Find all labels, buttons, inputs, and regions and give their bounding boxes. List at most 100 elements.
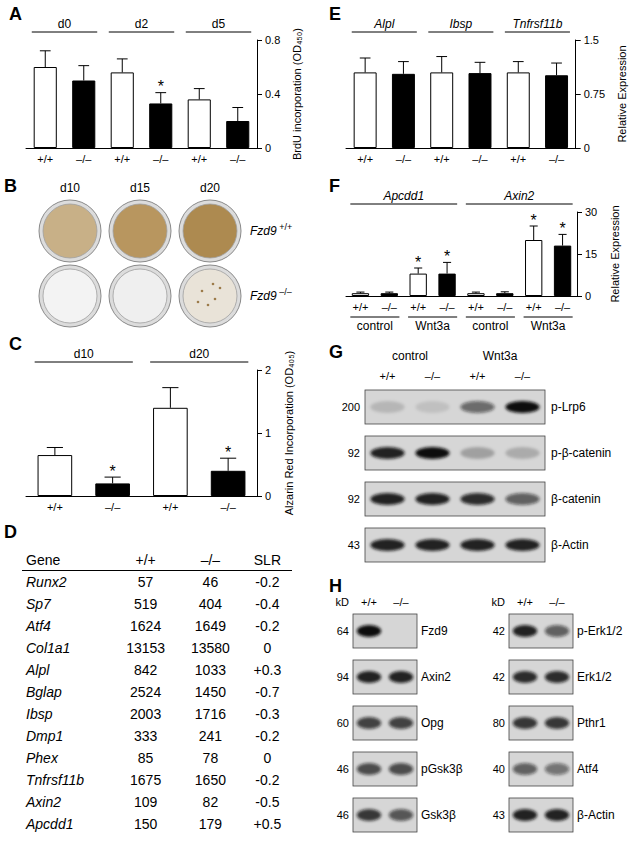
svg-text:92: 92 [348, 493, 360, 505]
svg-text:*: * [415, 254, 421, 271]
svg-text:p-β-catenin: p-β-catenin [551, 446, 611, 460]
svg-text:Axin2: Axin2 [503, 189, 534, 203]
svg-text:42: 42 [493, 625, 505, 637]
svg-text:+/+: +/+ [517, 596, 533, 608]
svg-text:Alzarin Red Incorporation (OD₄: Alzarin Red Incorporation (OD₄₀₅) [283, 351, 295, 516]
svg-text:*: * [225, 444, 231, 461]
svg-text:+/+: +/+ [162, 501, 178, 513]
svg-text:46: 46 [337, 763, 349, 775]
svg-text:–/–: –/– [105, 501, 121, 513]
svg-text:Wnt3a: Wnt3a [415, 319, 450, 333]
svg-text:0: 0 [585, 290, 591, 302]
svg-text:Axin2: Axin2 [421, 670, 451, 684]
svg-text:94: 94 [337, 671, 349, 683]
svg-text:F: F [329, 176, 340, 196]
svg-text:Pthr1: Pthr1 [577, 716, 606, 730]
svg-text:BrdU incorporation (OD₄₅₀): BrdU incorporation (OD₄₅₀) [291, 28, 303, 160]
svg-text:Wnt3a: Wnt3a [483, 349, 518, 363]
svg-text:β-Actin: β-Actin [577, 808, 615, 822]
svg-text:+/+: +/+ [352, 301, 368, 313]
svg-text:d10: d10 [74, 347, 94, 361]
svg-text:–/–: –/– [393, 596, 409, 608]
svg-text:Opg: Opg [421, 716, 444, 730]
svg-text:43: 43 [348, 539, 360, 551]
svg-text:0.8: 0.8 [265, 34, 280, 46]
svg-text:–/–: –/– [515, 370, 531, 382]
svg-text:β-Actin: β-Actin [551, 538, 589, 552]
svg-text:Relative Expression: Relative Expression [616, 45, 628, 142]
svg-text:control: control [357, 319, 393, 333]
svg-text:*: * [531, 212, 537, 229]
svg-text:Fzd9 –/–: Fzd9 –/– [250, 287, 292, 303]
svg-text:92: 92 [348, 447, 360, 459]
svg-text:–/–: –/– [153, 153, 169, 165]
svg-text:–/–: –/– [425, 370, 441, 382]
svg-text:d5: d5 [212, 17, 226, 31]
svg-text:Atf4: Atf4 [577, 762, 599, 776]
svg-text:–/–: –/– [382, 301, 398, 313]
svg-text:Wnt3a: Wnt3a [531, 319, 566, 333]
svg-text:40: 40 [493, 763, 505, 775]
svg-text:*: * [559, 220, 565, 237]
svg-text:+/+: +/+ [410, 301, 426, 313]
svg-text:C: C [9, 334, 22, 354]
svg-text:Alpl: Alpl [373, 17, 394, 31]
svg-text:Fzd9: Fzd9 [421, 624, 448, 638]
svg-text:+/+: +/+ [470, 370, 486, 382]
svg-text:control: control [472, 319, 508, 333]
svg-text:–/–: –/– [230, 153, 246, 165]
svg-text:–/–: –/– [439, 301, 455, 313]
svg-text:Gsk3β: Gsk3β [421, 808, 456, 822]
svg-text:d20: d20 [189, 347, 209, 361]
svg-text:200: 200 [342, 401, 360, 413]
svg-text:–/–: –/– [220, 501, 236, 513]
svg-text:–/–: –/– [549, 153, 565, 165]
svg-text:+/+: +/+ [510, 153, 526, 165]
svg-text:+/+: +/+ [191, 153, 207, 165]
svg-text:Fzd9 +/+: Fzd9 +/+ [250, 222, 292, 238]
svg-text:–/–: –/– [555, 301, 571, 313]
svg-text:G: G [329, 342, 343, 362]
svg-text:–/–: –/– [549, 596, 565, 608]
svg-text:kD: kD [492, 596, 506, 608]
svg-text:d15: d15 [130, 181, 150, 195]
svg-text:Relative Expression: Relative Expression [609, 205, 621, 302]
svg-text:*: * [110, 463, 116, 480]
svg-text:+/+: +/+ [526, 301, 542, 313]
svg-text:Tnfrsf11b: Tnfrsf11b [513, 17, 563, 31]
svg-text:*: * [158, 78, 164, 95]
svg-text:A: A [9, 4, 22, 24]
svg-text:Erk1/2: Erk1/2 [577, 670, 612, 684]
svg-text:kD: kD [336, 596, 350, 608]
svg-text:43: 43 [493, 809, 505, 821]
svg-text:B: B [4, 176, 17, 196]
svg-text:Ibsp: Ibsp [450, 17, 473, 31]
svg-text:–/–: –/– [497, 301, 513, 313]
svg-text:d20: d20 [200, 181, 220, 195]
svg-text:0: 0 [584, 142, 590, 154]
svg-text:control: control [392, 349, 428, 363]
svg-text:d10: d10 [60, 181, 80, 195]
svg-text:+/+: +/+ [361, 596, 377, 608]
svg-text:*: * [444, 248, 450, 265]
svg-text:+/+: +/+ [357, 153, 373, 165]
svg-text:+/+: +/+ [468, 301, 484, 313]
svg-text:15: 15 [585, 248, 597, 260]
svg-text:d2: d2 [135, 17, 149, 31]
svg-text:pGsk3β: pGsk3β [421, 762, 463, 776]
svg-text:2: 2 [265, 364, 271, 376]
svg-text:–/–: –/– [472, 153, 488, 165]
svg-text:0.75: 0.75 [584, 88, 605, 100]
svg-text:42: 42 [493, 671, 505, 683]
svg-text:d0: d0 [58, 17, 72, 31]
svg-text:+/+: +/+ [380, 370, 396, 382]
svg-text:0.4: 0.4 [265, 88, 280, 100]
svg-text:p-Erk1/2: p-Erk1/2 [577, 624, 623, 638]
svg-text:1: 1 [265, 427, 271, 439]
svg-text:+/+: +/+ [47, 501, 63, 513]
svg-text:60: 60 [337, 717, 349, 729]
svg-text:0: 0 [265, 142, 271, 154]
svg-text:+/+: +/+ [37, 153, 53, 165]
svg-text:46: 46 [337, 809, 349, 821]
svg-text:0: 0 [265, 490, 271, 502]
